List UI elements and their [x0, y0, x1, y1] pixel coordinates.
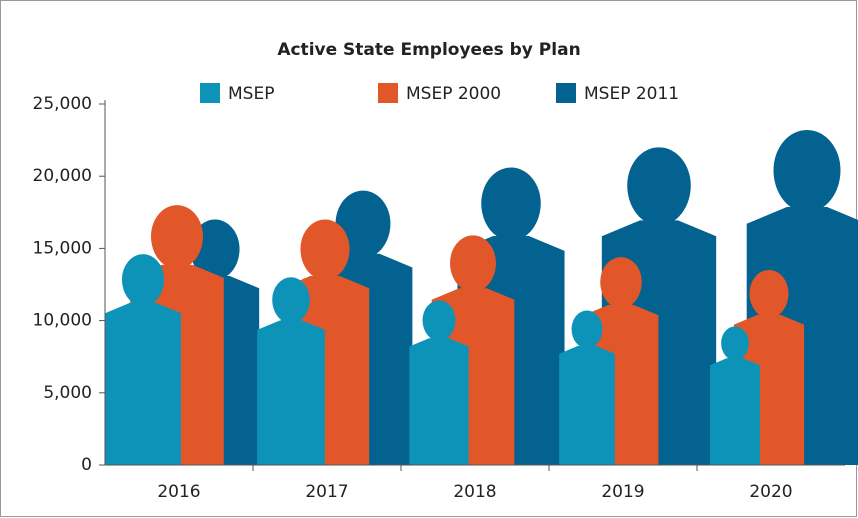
x-tick-label: 2019	[601, 482, 644, 502]
x-tick-label: 2016	[157, 482, 200, 502]
y-tick-label: 20,000	[33, 166, 92, 186]
chart-title: Active State Employees by Plan	[277, 40, 580, 60]
x-tick-label: 2017	[305, 482, 348, 502]
legend-swatch	[556, 83, 576, 103]
y-tick-label: 25,000	[33, 94, 92, 114]
legend-label: MSEP	[228, 84, 274, 104]
y-tick-label: 0	[81, 455, 92, 475]
legend-label: MSEP 2000	[406, 84, 501, 104]
y-tick-label: 15,000	[33, 238, 92, 258]
x-tick-label: 2018	[453, 482, 496, 502]
y-tick-label: 5,000	[43, 383, 92, 403]
person-mark	[257, 277, 325, 465]
person-mark	[710, 326, 760, 465]
person-mark	[559, 310, 615, 465]
x-tick-label: 2020	[749, 482, 792, 502]
person-mark	[409, 300, 469, 465]
y-tick-label: 10,000	[33, 311, 92, 331]
legend-label: MSEP 2011	[584, 84, 679, 104]
legend-swatch	[378, 83, 398, 103]
legend-swatch	[200, 83, 220, 103]
person-mark	[105, 254, 181, 465]
